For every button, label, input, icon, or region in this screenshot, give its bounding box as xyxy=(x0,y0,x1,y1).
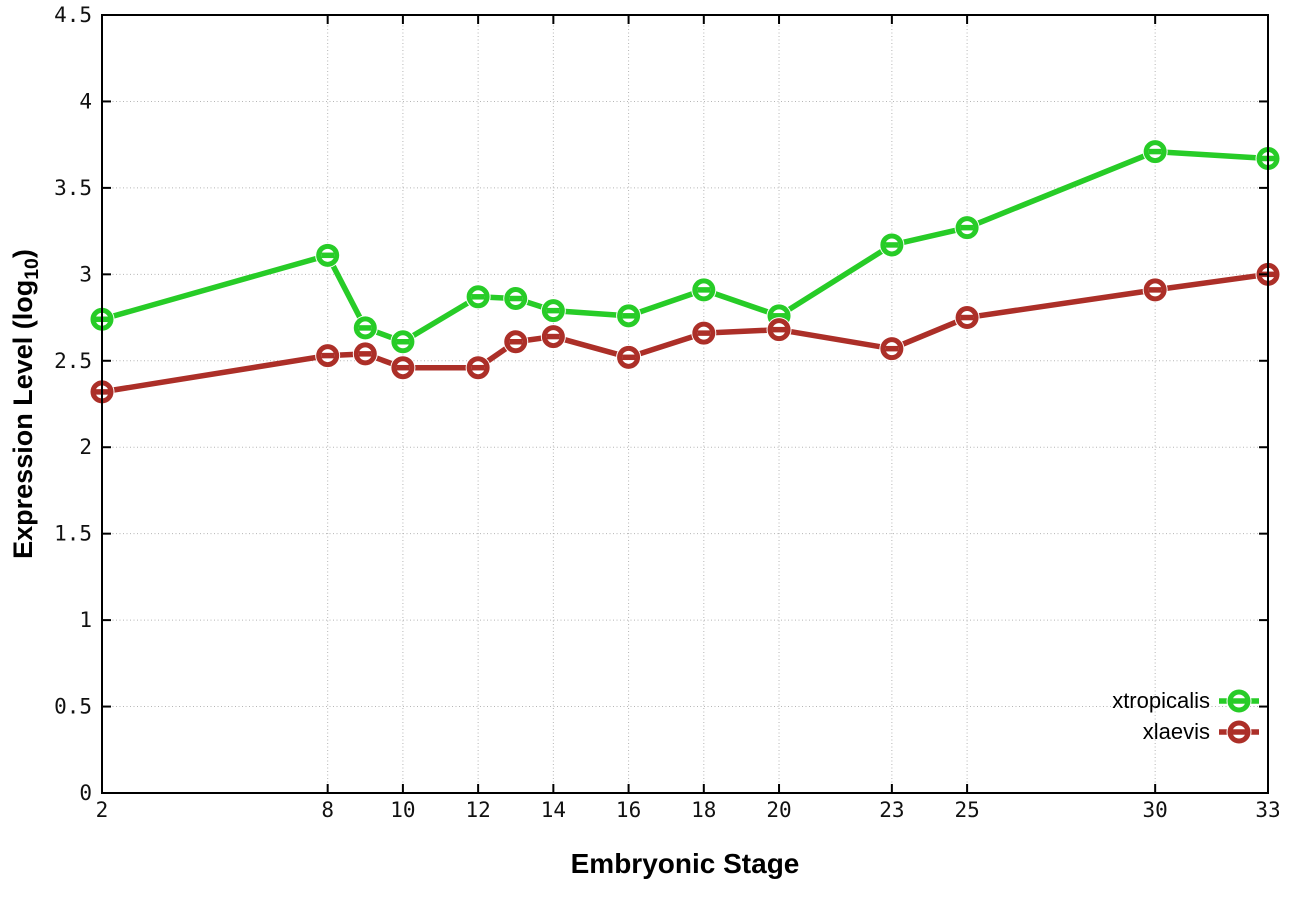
data-point-marker xyxy=(541,299,565,323)
data-point-marker xyxy=(1227,689,1251,713)
data-point-marker xyxy=(316,243,340,267)
legend-label-xtropicalis: xtropicalis xyxy=(1112,688,1210,713)
data-point-marker xyxy=(391,356,415,380)
data-point-marker xyxy=(316,344,340,368)
y-tick-label: 0 xyxy=(79,781,92,805)
data-point-marker xyxy=(353,316,377,340)
data-point-marker xyxy=(880,233,904,257)
y-tick-label: 1.5 xyxy=(54,522,92,546)
x-tick-label: 14 xyxy=(541,798,566,822)
x-axis-title: Embryonic Stage xyxy=(570,848,800,879)
series-line-xtropicalis xyxy=(101,148,1269,345)
y-axis-title-subscript: 10 xyxy=(21,258,44,280)
y-tick-label: 4 xyxy=(79,89,92,113)
y-tick-label: 3 xyxy=(79,262,92,286)
data-point-marker xyxy=(767,318,791,342)
data-point-marker xyxy=(504,287,528,311)
data-point-marker xyxy=(880,337,904,361)
data-point-marker xyxy=(504,330,528,354)
x-tick-label: 33 xyxy=(1255,798,1280,822)
data-point-marker xyxy=(466,356,490,380)
data-point-marker xyxy=(955,216,979,240)
x-tick-label: 8 xyxy=(321,798,334,822)
series-line-xlaevis xyxy=(101,271,1269,395)
x-tick-label: 30 xyxy=(1143,798,1168,822)
x-tick-label: 16 xyxy=(616,798,641,822)
plot-border xyxy=(101,14,1269,794)
data-point-marker xyxy=(955,306,979,330)
data-point-marker xyxy=(692,278,716,302)
y-tick-label: 4.5 xyxy=(54,3,92,27)
y-axis-title: Expression Level (log10) xyxy=(8,249,44,559)
data-point-marker xyxy=(617,345,641,369)
y-tick-label: 3.5 xyxy=(54,176,92,200)
x-tick-label: 10 xyxy=(390,798,415,822)
y-axis-title-prefix: Expression Level (log xyxy=(7,279,38,559)
data-point-marker xyxy=(1227,720,1251,744)
data-point-marker xyxy=(353,342,377,366)
x-tick-label: 23 xyxy=(879,798,904,822)
y-tick-label: 0.5 xyxy=(54,695,92,719)
data-point-marker xyxy=(1143,140,1167,164)
y-tick-label: 2.5 xyxy=(54,349,92,373)
y-axis-title-suffix: ) xyxy=(7,249,38,259)
x-tick-label: 25 xyxy=(954,798,979,822)
legend-label-xlaevis: xlaevis xyxy=(1142,719,1210,744)
data-point-marker xyxy=(1143,278,1167,302)
x-tick-label: 20 xyxy=(766,798,791,822)
y-tick-label: 1 xyxy=(79,608,92,632)
data-point-marker xyxy=(466,285,490,309)
data-point-marker xyxy=(692,321,716,345)
y-tick-label: 2 xyxy=(79,435,92,459)
data-point-marker xyxy=(391,330,415,354)
x-tick-label: 2 xyxy=(96,798,109,822)
x-tick-label: 18 xyxy=(691,798,716,822)
x-tick-label: 12 xyxy=(465,798,490,822)
data-point-marker xyxy=(541,325,565,349)
data-point-marker xyxy=(617,304,641,328)
